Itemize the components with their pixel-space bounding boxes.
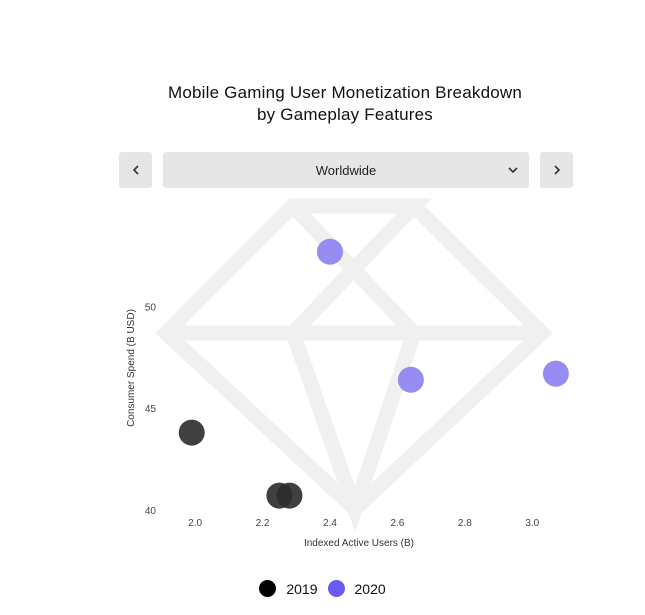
chevron-down-icon bbox=[508, 167, 518, 174]
y-tick-label: 45 bbox=[145, 404, 157, 415]
data-point-2020[interactable] bbox=[316, 238, 343, 265]
data-point-2020[interactable] bbox=[542, 360, 569, 387]
data-point-2019[interactable] bbox=[276, 482, 303, 509]
region-dropdown[interactable]: Worldwide bbox=[163, 152, 529, 188]
legend-label-2020: 2020 bbox=[354, 580, 386, 597]
region-dropdown-value: Worldwide bbox=[315, 162, 377, 178]
x-tick-label: 3.0 bbox=[525, 518, 539, 529]
y-tick-label: 50 bbox=[145, 303, 157, 314]
legend-label-2019: 2019 bbox=[286, 580, 318, 597]
y-tick-label: 40 bbox=[145, 506, 157, 517]
legend-item-2019[interactable]: 2019 bbox=[259, 580, 318, 597]
diamond-watermark bbox=[155, 198, 553, 533]
x-axis-label: Indexed Active Users (B) bbox=[304, 538, 414, 549]
x-tick-label: 2.4 bbox=[323, 518, 337, 529]
chart-title-line-2: by Gameplay Features bbox=[257, 105, 433, 124]
chart-title: Mobile Gaming User Monetization Breakdow… bbox=[0, 82, 645, 126]
chevron-right-icon bbox=[553, 165, 560, 175]
previous-region-button[interactable] bbox=[119, 152, 152, 188]
y-axis-label: Consumer Spend (B USD) bbox=[126, 309, 137, 427]
chevron-left-icon bbox=[132, 165, 139, 175]
data-point-2019[interactable] bbox=[178, 419, 205, 446]
x-axis-ticks: 2.0 2.2 2.4 2.6 2.8 3.0 bbox=[188, 518, 540, 529]
x-tick-label: 2.0 bbox=[188, 518, 202, 529]
legend-marker-2020 bbox=[327, 580, 345, 597]
data-points bbox=[178, 238, 569, 509]
x-tick-label: 2.6 bbox=[390, 518, 404, 529]
legend-item-2020[interactable]: 2020 bbox=[327, 580, 386, 597]
chart-legend: 2019 2020 bbox=[0, 580, 645, 597]
y-axis-ticks: 40 45 50 bbox=[145, 303, 157, 517]
data-point-2020[interactable] bbox=[397, 366, 424, 393]
next-region-button[interactable] bbox=[540, 152, 573, 188]
x-tick-label: 2.2 bbox=[256, 518, 270, 529]
legend-marker-2019 bbox=[259, 580, 277, 597]
chart-title-line-1: Mobile Gaming User Monetization Breakdow… bbox=[167, 83, 523, 102]
x-tick-label: 2.8 bbox=[458, 518, 472, 529]
scatter-chart: 2.0 2.2 2.4 2.6 2.8 3.0 40 45 50 Indexed Active… bbox=[126, 198, 569, 549]
